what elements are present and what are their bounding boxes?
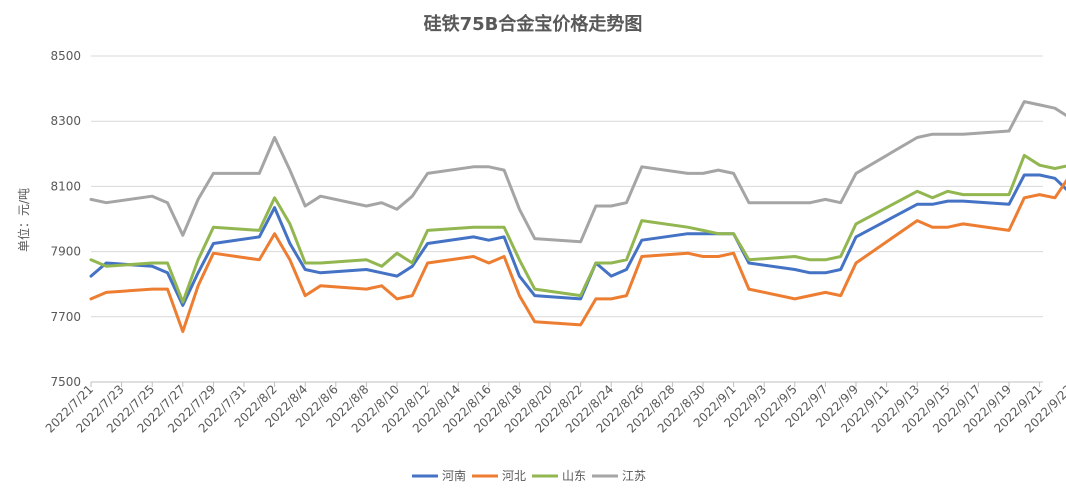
y-tick-label: 7900 xyxy=(50,245,81,259)
legend-label: 山东 xyxy=(562,469,586,483)
legend-label: 河南 xyxy=(442,468,466,483)
series-line-3 xyxy=(89,100,1066,244)
legend-label: 河北 xyxy=(502,469,526,483)
y-tick-label: 8300 xyxy=(50,114,81,128)
y-tick-label: 8100 xyxy=(50,179,81,193)
series-line-2 xyxy=(89,153,1066,304)
y-axis-label: 单位：元/吨 xyxy=(16,188,31,252)
y-tick-label: 8500 xyxy=(50,49,81,63)
gridlines xyxy=(91,55,1043,383)
x-axis: 2022/7/212022/7/232022/7/252022/7/272022… xyxy=(43,381,1066,436)
legend: 河南 河北 山东 江苏 xyxy=(412,468,646,483)
chart-title: 硅铁75B合金宝价格走势图 xyxy=(424,13,643,35)
y-tick-label: 7500 xyxy=(50,375,81,389)
y-tick-labels: 7500 7700 7900 8100 8300 8500 xyxy=(50,49,81,389)
series-line-1 xyxy=(89,178,1066,333)
y-tick-label: 7700 xyxy=(50,310,81,324)
series-lines xyxy=(89,100,1066,333)
legend-label: 江苏 xyxy=(622,469,646,483)
